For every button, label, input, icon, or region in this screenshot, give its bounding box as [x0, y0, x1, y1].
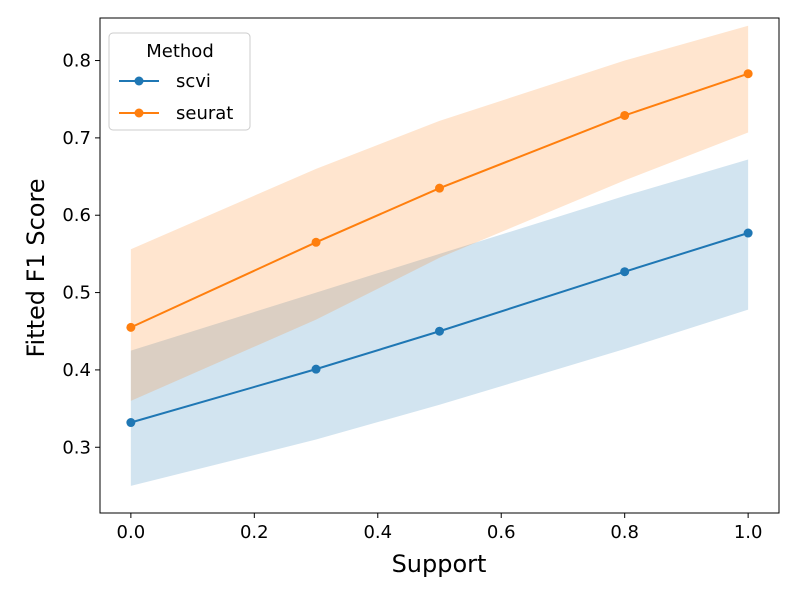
- point-scvi: [620, 267, 630, 277]
- x-axis-ticks: 0.0 0.2 0.4 0.6 0.8 1.0: [117, 513, 763, 543]
- x-tick-label: 1.0: [734, 522, 763, 543]
- x-axis-label: Support: [392, 550, 487, 578]
- x-tick-label: 0.4: [363, 522, 392, 543]
- point-seurat: [620, 110, 630, 120]
- y-axis-label: Fitted F1 Score: [22, 178, 50, 357]
- legend-label-scvi: scvi: [176, 71, 211, 92]
- point-seurat: [435, 183, 444, 193]
- legend-label-seurat: seurat: [176, 103, 233, 124]
- y-tick-label: 0.6: [62, 205, 91, 226]
- y-tick-label: 0.7: [62, 128, 91, 149]
- legend-title: Method: [146, 41, 214, 62]
- y-tick-label: 0.3: [62, 437, 91, 458]
- legend-marker-seurat: [134, 108, 144, 118]
- y-axis-ticks: 0.3 0.4 0.5 0.6 0.7 0.8: [62, 51, 100, 458]
- x-tick-label: 0.2: [240, 522, 269, 543]
- legend-box: [108, 32, 251, 131]
- x-tick-label: 0.0: [117, 522, 146, 543]
- point-scvi: [743, 228, 753, 238]
- y-tick-label: 0.4: [62, 360, 91, 381]
- legend-marker-scvi: [134, 76, 144, 86]
- confidence-bands: [130, 25, 749, 486]
- y-tick-label: 0.5: [62, 283, 91, 304]
- legend: Method scvi seurat: [108, 32, 251, 131]
- x-tick-label: 0.6: [487, 522, 516, 543]
- plot-frame: [99, 17, 780, 514]
- point-seurat: [743, 69, 753, 79]
- x-tick-label: 0.8: [610, 522, 639, 543]
- band-seurat: [130, 25, 749, 401]
- point-seurat: [311, 237, 321, 247]
- point-scvi: [126, 418, 136, 428]
- legend-items: scvi seurat: [119, 71, 233, 124]
- point-scvi: [435, 326, 444, 336]
- y-tick-label: 0.8: [62, 51, 91, 72]
- band-scvi: [130, 159, 749, 486]
- series-points: [126, 69, 753, 428]
- point-scvi: [311, 364, 321, 374]
- point-seurat: [126, 322, 136, 332]
